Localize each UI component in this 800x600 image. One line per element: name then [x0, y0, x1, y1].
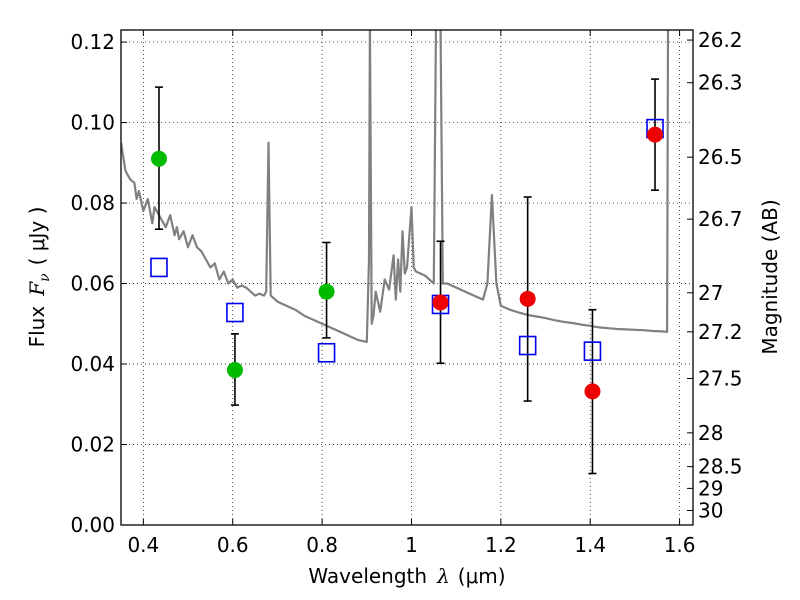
y-tick-label: 0.02 — [70, 433, 115, 457]
error-bars — [154, 78, 660, 475]
y-axis-title-prefix: Flux — [25, 306, 49, 348]
y2-tick-label: 26.7 — [698, 207, 743, 231]
circle-marker — [226, 362, 243, 379]
y-tick-label: 0.04 — [70, 352, 115, 376]
open-square-marker — [317, 342, 336, 363]
y-tick-label: 0.06 — [70, 272, 115, 296]
circle-marker — [647, 126, 664, 143]
y2-tick-label: 26.3 — [698, 71, 743, 95]
x-axis-title-symbol: λ — [436, 564, 450, 588]
data-markers — [150, 118, 664, 400]
x-axis-title-prefix: Wavelength — [308, 564, 427, 588]
open-square-marker — [583, 341, 602, 361]
y2-tick-label: 27 — [698, 281, 723, 305]
y-axis-title-subscript: ν — [37, 273, 53, 282]
gridlines — [121, 30, 693, 526]
model-spectrum-line — [121, 30, 670, 343]
y2-tick-label: 30 — [698, 499, 723, 523]
x-tick-label: 0.8 — [306, 533, 338, 557]
circle-marker — [432, 294, 449, 311]
y-axis-title: Flux Fν ( μJy ) — [25, 207, 53, 348]
x-axis-title-unit: (μm) — [458, 564, 506, 588]
y-tick-label: 0.10 — [70, 111, 115, 135]
circle-marker — [318, 283, 335, 300]
x-tick-label: 1.4 — [574, 533, 606, 557]
y2-tick-label: 27.5 — [698, 367, 743, 391]
y2-tick-label: 28 — [698, 421, 723, 445]
y2-tick-label: 29 — [698, 476, 723, 500]
y2-tick-label: 27.2 — [698, 320, 743, 344]
open-square-marker — [226, 302, 244, 323]
y2-axis-title: Magnitude (AB) — [758, 199, 782, 354]
y-tick-label: 0.08 — [70, 191, 115, 215]
x-tick-label: 1.6 — [664, 533, 696, 557]
x-axis-title: Wavelength λ (μm) — [308, 564, 505, 588]
open-square-marker — [150, 257, 168, 278]
y2-tick-label: 26.5 — [698, 145, 743, 169]
y2-tick-label: 26.2 — [698, 28, 743, 52]
circle-marker — [150, 150, 167, 167]
x-tick-label: 0.6 — [217, 533, 249, 557]
x-tick-label: 1 — [405, 533, 418, 557]
y-tick-label: 0.12 — [70, 30, 115, 54]
y2-tick-label: 28.5 — [698, 455, 743, 479]
y-axis-title-symbol: F — [25, 281, 49, 297]
open-square-marker — [518, 335, 537, 356]
y-axis-title-unit: ( μJy ) — [25, 207, 49, 266]
circle-marker — [584, 383, 601, 400]
model-spectrum — [121, 30, 670, 343]
circle-marker — [519, 290, 536, 307]
x-axis: 0.4 0.6 0.8 1 1.2 1.4 1.6 — [127, 30, 696, 557]
plot-frame — [120, 29, 694, 526]
y-axis: 0.00 0.02 0.04 0.06 0.08 0.10 0.12 — [70, 30, 127, 537]
x-tick-label: 1.2 — [485, 533, 517, 557]
x-tick-label: 0.4 — [127, 533, 159, 557]
y-tick-label: 0.00 — [70, 513, 115, 537]
